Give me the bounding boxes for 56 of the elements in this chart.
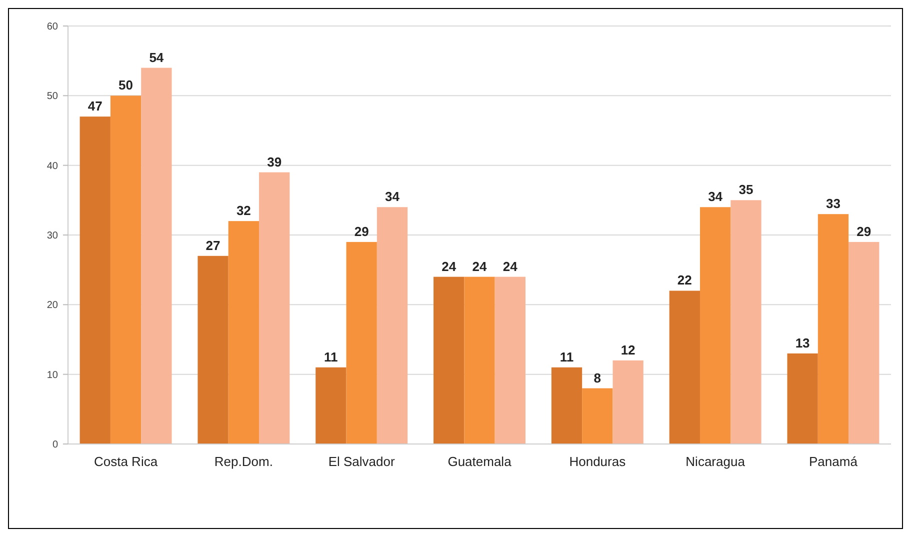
data-label: 39: [267, 154, 282, 170]
bar: [848, 242, 880, 444]
bar: [582, 388, 613, 444]
bar: [198, 256, 228, 444]
x-tick-label: Panamá: [809, 454, 858, 469]
data-label: 11: [324, 349, 338, 364]
bar: [730, 200, 762, 444]
y-tick-label: 20: [46, 300, 58, 312]
bar: [464, 276, 495, 444]
data-label: 47: [88, 98, 102, 114]
bar: [494, 276, 526, 444]
bar: [787, 353, 818, 444]
data-label: 27: [206, 238, 220, 253]
data-label: 8: [594, 370, 602, 386]
y-tick-label: 40: [46, 160, 58, 172]
data-label: 34: [708, 189, 724, 204]
y-tick-label: 30: [46, 230, 58, 242]
bar: [316, 367, 346, 444]
bar: [818, 214, 849, 444]
data-label: 50: [118, 78, 134, 93]
bar: [434, 276, 464, 444]
y-tick-label: 50: [46, 91, 58, 102]
data-label: 24: [442, 258, 457, 274]
y-tick-label: 0: [52, 440, 58, 450]
bar: [228, 221, 260, 444]
data-label: 13: [795, 335, 810, 350]
bar: [80, 116, 110, 444]
x-tick-label: Guatemala: [448, 454, 512, 469]
bar: [551, 367, 582, 444]
data-label: 34: [385, 189, 400, 204]
data-label: 29: [856, 224, 872, 239]
bar: [259, 172, 290, 444]
bar: [346, 242, 377, 444]
x-tick-label: Nicaragua: [686, 454, 746, 469]
bar: [141, 68, 172, 444]
bar: [110, 96, 142, 444]
data-label: 11: [560, 349, 574, 364]
data-label: 32: [236, 203, 251, 218]
bar: [376, 207, 408, 444]
x-tick-label: El Salvador: [328, 454, 396, 469]
data-label: 29: [354, 224, 369, 239]
bar: [669, 290, 700, 444]
data-label: 12: [620, 342, 636, 358]
y-tick-label: 10: [46, 370, 58, 381]
bar: [612, 360, 644, 444]
data-label: 35: [738, 182, 754, 198]
y-tick-label: 60: [46, 22, 58, 32]
x-tick-label: Rep.Dom.: [214, 454, 273, 469]
data-label: 24: [472, 258, 488, 274]
data-label: 24: [502, 258, 518, 274]
bar: [700, 207, 731, 444]
x-tick-label: Honduras: [569, 454, 626, 469]
x-tick-label: Costa Rica: [94, 454, 158, 469]
data-label: 54: [149, 50, 164, 65]
data-label: 22: [677, 272, 692, 288]
data-label: 33: [826, 196, 840, 212]
